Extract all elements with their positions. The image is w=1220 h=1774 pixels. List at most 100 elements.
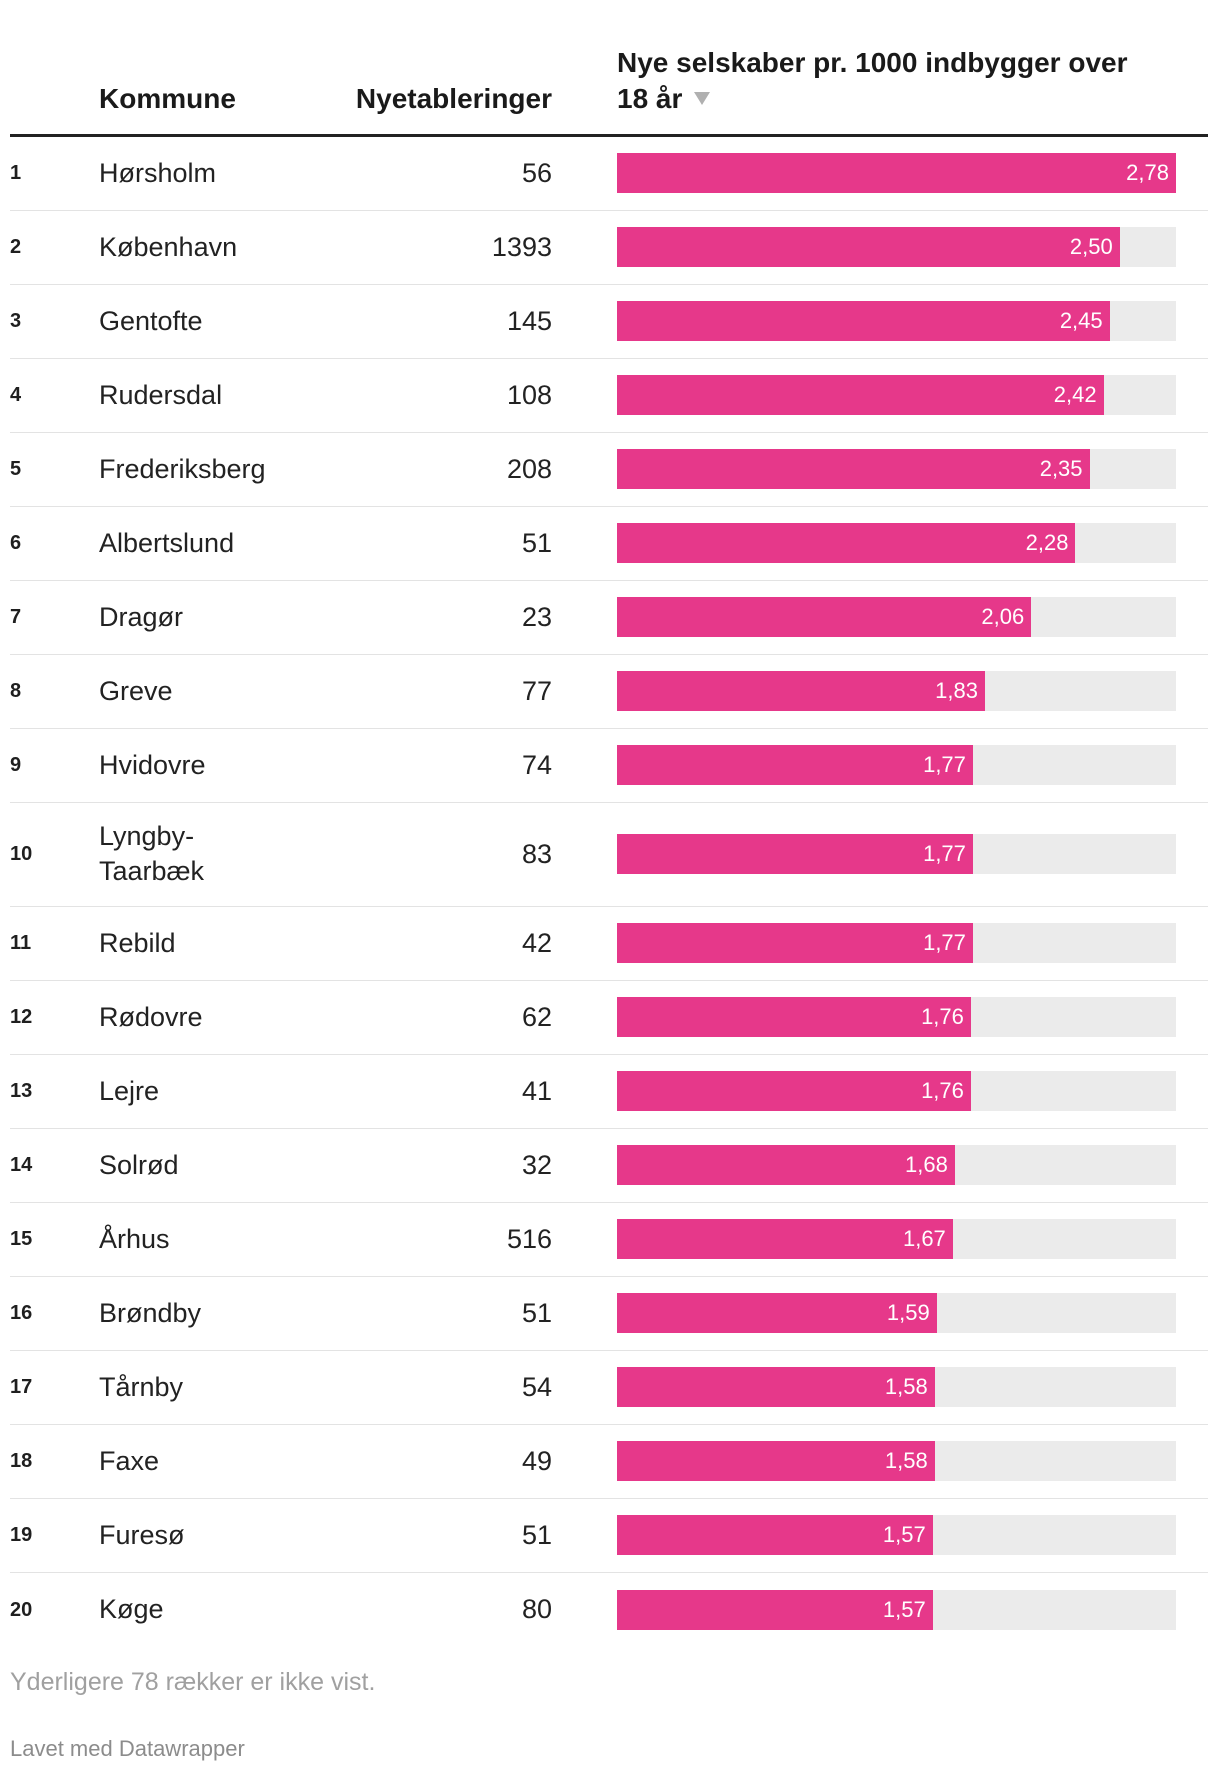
bar-value-label: 1,58 [884,1448,928,1473]
bar-fill: 1,77 [617,834,973,874]
bar-fill: 2,35 [617,449,1090,489]
bar-track: 1,59 [617,1293,1176,1333]
nyetableringer-cell: 208 [506,453,552,484]
nyetableringer-cell: 23 [521,601,552,632]
kommune-cell: Albertslund [99,527,235,558]
bar-track: 2,35 [617,449,1176,489]
bar-track: 2,45 [617,301,1176,341]
kommune-cell: Gentofte [99,305,203,336]
bar-track: 1,57 [617,1515,1176,1555]
bar-track: 2,28 [617,523,1176,563]
bar-fill: 1,58 [617,1367,935,1407]
datawrapper-credit-link[interactable]: Lavet med Datawrapper [10,1736,245,1761]
rank-cell: 11 [10,932,32,954]
bar-track: 2,42 [617,375,1176,415]
rank-cell: 4 [10,384,22,406]
rank-cell: 13 [10,1080,33,1102]
table-body: 1 Hørsholm 56 2,78 2 København 1393 2,50 3 Gentof… [10,137,1208,1647]
bar-value-label: 1,59 [886,1300,930,1325]
kommune-cell: Lejre [99,1075,160,1106]
bar-cell: 1,58 [617,1441,1176,1481]
bar-value-label: 1,76 [921,1004,964,1029]
nyetableringer-cell: 51 [521,1297,552,1328]
bar-cell: 1,58 [617,1367,1176,1407]
table-row: 6 Albertslund 51 2,28 [10,507,1208,581]
bar-track: 1,57 [617,1589,1176,1630]
nyetableringer-cell: 62 [521,1001,552,1032]
rank-cell: 12 [10,1006,33,1028]
rank-cell: 3 [10,310,22,332]
bar-cell: 1,57 [617,1515,1176,1555]
rank-cell: 14 [10,1154,33,1176]
bar-track: 1,77 [617,745,1176,785]
kommune-cell: Tårnby [99,1371,184,1402]
kommune-cell: Solrød [99,1149,179,1180]
table-header: Kommune Nyetableringer Nye selskaber pr.… [10,0,1208,137]
bar-cell: 1,77 [617,834,1176,874]
bar-track: 2,78 [617,153,1176,193]
nyetableringer-cell: 51 [521,1519,552,1550]
header-rate-text: Nye selskaber pr. 1000 indbygger over 18… [617,45,1142,117]
kommune-cell: Brøndby [99,1297,202,1328]
bar-fill: 1,76 [617,1071,971,1111]
bar-fill: 1,76 [617,997,971,1037]
bar-value-label: 2,50 [1069,234,1113,259]
bar-fill: 1,83 [617,671,985,711]
table-row: 9 Hvidovre 74 1,77 [10,729,1208,803]
table-row: 17 Tårnby 54 1,58 [10,1351,1208,1425]
nyetableringer-cell: 108 [506,379,552,410]
kommune-cell: København [99,231,238,262]
kommune-cell: Dragør [99,601,184,632]
bar-fill: 1,57 [617,1589,933,1630]
rank-cell: 16 [10,1302,33,1324]
table-row: 2 København 1393 2,50 [10,211,1208,285]
bar-fill: 2,42 [617,375,1104,415]
table-row: 13 Lejre 41 1,76 [10,1055,1208,1129]
kommune-cell: Køge [99,1594,164,1624]
bar-value-label: 2,35 [1039,456,1083,481]
bar-track: 1,68 [617,1145,1176,1185]
table-row: 14 Solrød 32 1,68 [10,1129,1208,1203]
bar-cell: 1,67 [617,1219,1176,1259]
bar-cell: 2,06 [617,597,1176,637]
header-rate[interactable]: Nye selskaber pr. 1000 indbygger over 18… [617,45,1208,117]
bar-fill: 1,77 [617,745,973,785]
kommune-cell: Rebild [99,927,176,958]
bar-cell: 2,78 [617,153,1176,193]
bar-cell: 1,76 [617,1071,1176,1111]
kommune-cell: Faxe [99,1445,160,1476]
rank-cell: 15 [10,1228,33,1250]
bar-track: 1,77 [617,923,1176,963]
bar-fill: 2,45 [617,301,1110,341]
bar-track: 1,77 [617,834,1176,874]
bar-value-label: 1,68 [904,1152,948,1177]
bar-value-label: 2,28 [1025,530,1069,555]
bar-value-label: 1,83 [935,678,978,703]
header-kommune[interactable]: Kommune [99,83,236,114]
bar-cell: 1,57 [617,1589,1176,1630]
rank-cell: 1 [10,162,22,184]
bar-fill: 2,50 [617,227,1120,267]
header-nyetableringer[interactable]: Nyetableringer [355,83,552,114]
bar-fill: 2,06 [617,597,1032,637]
nyetableringer-cell: 77 [521,675,552,706]
bar-cell: 1,76 [617,997,1176,1037]
kommune-cell: Lyngby-Taarbæk [99,821,205,886]
bar-value-label: 2,45 [1059,308,1103,333]
bar-fill: 2,78 [617,153,1176,193]
table-container: Kommune Nyetableringer Nye selskaber pr.… [10,0,1208,1762]
nyetableringer-cell: 83 [521,838,552,869]
kommune-cell: Hvidovre [99,749,206,780]
bar-cell: 2,42 [617,375,1176,415]
rank-cell: 18 [10,1450,33,1472]
bar-track: 2,50 [617,227,1176,267]
bar-cell: 1,77 [617,745,1176,785]
bar-value-label: 1,57 [882,1522,926,1547]
bar-value-label: 1,58 [884,1374,928,1399]
bar-fill: 1,67 [617,1219,953,1259]
table-row: 20 Køge 80 1,57 [10,1573,1208,1647]
bar-cell: 1,68 [617,1145,1176,1185]
bar-track: 1,58 [617,1441,1176,1481]
bar-track: 1,83 [617,671,1176,711]
bar-cell: 2,35 [617,449,1176,489]
